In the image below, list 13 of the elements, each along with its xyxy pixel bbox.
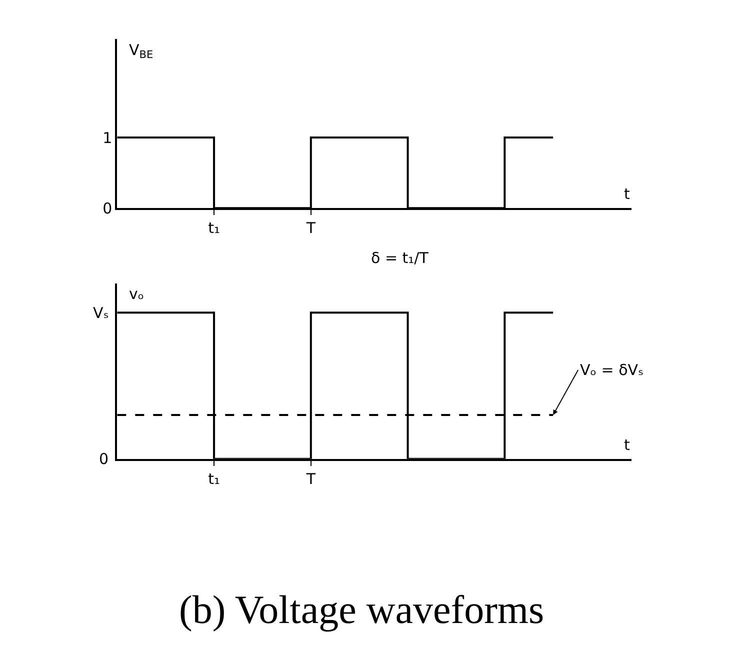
y-axis-title: vₒ [129,285,144,303]
x-axis-title: t [624,185,630,203]
ref-line-label: Vₒ = δVₛ [580,361,644,379]
x-tick-label: T [305,470,316,488]
text: (b) Voltage waveforms [179,587,544,632]
y-tick-label: 1 [102,128,112,147]
x-tick-label: t₁ [208,470,220,488]
x-axis-title: t [624,436,630,454]
x-tick-label: t₁ [208,219,220,238]
text: Vₛ [93,304,109,322]
y-axis-title: V$_{BE}$ [129,41,154,62]
text: δ = t₁/T [371,249,430,267]
x-tick-label: T [305,219,316,238]
